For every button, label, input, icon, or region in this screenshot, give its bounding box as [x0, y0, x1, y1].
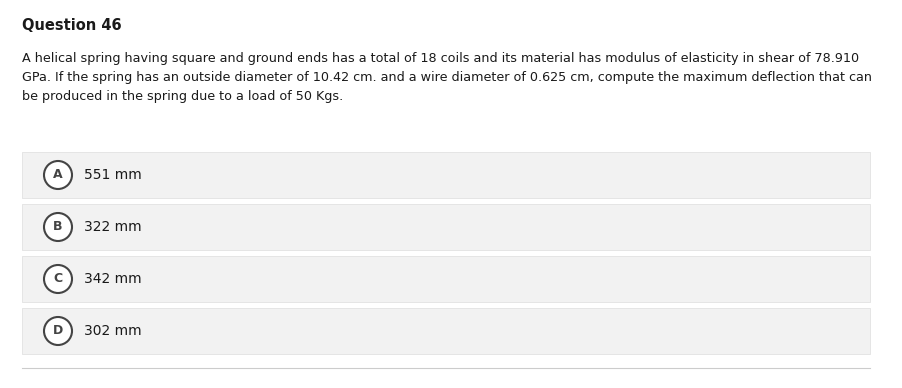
Text: C: C	[53, 272, 62, 286]
Bar	[22, 256, 870, 302]
Text: A helical spring having square and ground ends has a total of 18 coils and its m: A helical spring having square and groun…	[22, 52, 859, 65]
Bar	[22, 308, 870, 354]
Bar	[22, 152, 870, 198]
Text: Question 46: Question 46	[22, 18, 122, 33]
Text: GPa. If the spring has an outside diameter of 10.42 cm. and a wire diameter of 0: GPa. If the spring has an outside diamet…	[22, 71, 872, 84]
Circle shape	[44, 213, 72, 241]
Text: be produced in the spring due to a load of 50 Kgs.: be produced in the spring due to a load …	[22, 90, 344, 103]
Text: 342 mm: 342 mm	[84, 272, 142, 286]
Text: 302 mm: 302 mm	[84, 324, 142, 338]
Text: 551 mm: 551 mm	[84, 168, 142, 182]
Text: A: A	[53, 168, 63, 182]
Circle shape	[44, 161, 72, 189]
Text: D: D	[53, 324, 63, 338]
Bar	[22, 204, 870, 250]
Text: 322 mm: 322 mm	[84, 220, 142, 234]
Circle shape	[44, 317, 72, 345]
Text: B: B	[53, 220, 63, 234]
Circle shape	[44, 265, 72, 293]
